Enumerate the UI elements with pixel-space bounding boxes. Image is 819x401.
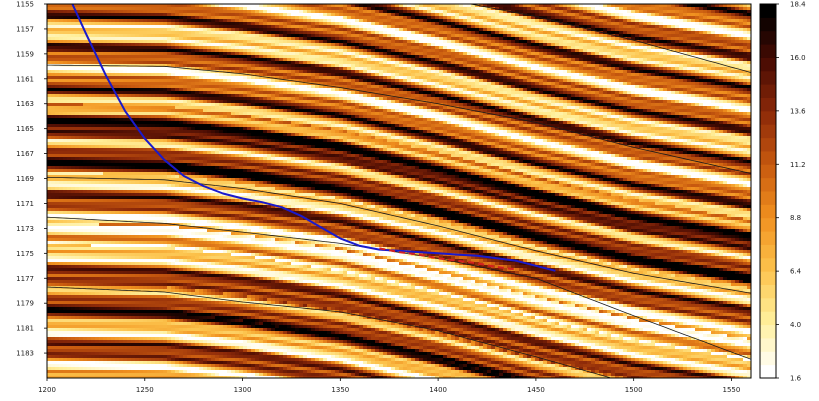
heatmap-area — [47, 4, 751, 378]
colorbar-segment — [760, 217, 776, 232]
series-lines — [71, 4, 556, 272]
solid-series-line — [71, 4, 556, 272]
colorbar-segment — [760, 257, 776, 272]
colorbar-segment — [760, 351, 776, 366]
colorbar-segment — [760, 150, 776, 165]
y-tick-label: 1183 — [16, 350, 34, 358]
colorbar-segment — [760, 70, 776, 85]
colorbar-tick-label: 11.2 — [790, 161, 806, 169]
y-tick-label: 1181 — [16, 325, 34, 333]
layer-boundary-line-3 — [47, 216, 751, 360]
x-tick-label: 1350 — [331, 386, 349, 394]
colorbar-segment — [760, 17, 776, 32]
colorbar-segment — [760, 271, 776, 285]
layer-boundary-line-2 — [47, 176, 751, 294]
y-tick-label: 1169 — [16, 175, 34, 183]
colorbar-segment — [760, 297, 776, 312]
colorbar-segment — [760, 177, 776, 192]
colorbar-segment — [760, 364, 776, 379]
colorbar-tick-label: 18.4 — [790, 1, 806, 9]
colorbar-segment — [760, 164, 776, 179]
colorbar-segment — [760, 110, 776, 125]
x-tick-label: 1250 — [136, 386, 154, 394]
layer-boundary-line-1 — [47, 64, 751, 174]
colorbar-segment — [760, 137, 776, 152]
colorbar-segment — [760, 337, 776, 352]
y-tick-label: 1165 — [16, 125, 34, 133]
layer-boundary-line-5 — [468, 4, 751, 73]
colorbar-tick-label: 1.6 — [790, 375, 802, 383]
y-tick-label: 1161 — [16, 75, 34, 83]
colorbar-segment — [760, 284, 776, 299]
x-tick-label: 1200 — [38, 386, 56, 394]
y-tick-label: 1163 — [16, 100, 34, 108]
axes: 1200 1250 1300 1350 1400 1450 1500 1550 1155 1157… — [16, 1, 740, 395]
colorbar-frame — [759, 3, 777, 379]
colorbar-tick-label: 8.8 — [790, 214, 801, 222]
layer-boundary-line-4 — [47, 286, 613, 378]
colorbar-segment — [760, 191, 776, 205]
colorbar-segment — [760, 231, 776, 245]
colorbar-tick-label: 13.6 — [790, 107, 806, 115]
colorbar-segment — [760, 324, 776, 339]
colorbar-segment — [760, 97, 776, 112]
colorbar-segment — [760, 30, 776, 45]
y-tick-label: 1175 — [16, 250, 34, 258]
y-tick-label: 1167 — [16, 150, 34, 158]
colorbar-tick-label: 16.0 — [790, 54, 806, 62]
y-tick-label: 1179 — [16, 300, 34, 308]
colorbar: 1.6 4.0 6.4 8.8 11.2 13.6 16.0 18.4 — [759, 1, 806, 383]
colorbar-segment — [760, 84, 776, 98]
x-tick-label: 1500 — [625, 386, 643, 394]
y-tick-label: 1159 — [16, 50, 34, 58]
y-tick-label: 1155 — [16, 1, 34, 9]
colorbar-tick-label: 4.0 — [790, 321, 801, 329]
colorbar-segment — [760, 244, 776, 259]
y-tick-label: 1157 — [16, 25, 34, 33]
y-tick-label: 1177 — [16, 275, 34, 283]
y-tick-label: 1171 — [16, 200, 34, 208]
colorbar-tick-label: 6.4 — [790, 268, 802, 276]
plot-frame — [46, 3, 752, 379]
colorbar-segment — [760, 311, 776, 326]
x-tick-label: 1550 — [723, 386, 741, 394]
colorbar-segment — [760, 204, 776, 219]
x-tick-label: 1400 — [429, 386, 447, 394]
colorbar-segment — [760, 124, 776, 139]
layer-boundary-lines — [47, 4, 751, 378]
x-tick-label: 1300 — [234, 386, 252, 394]
colorbar-segment — [760, 4, 776, 18]
colorbar-segment — [760, 57, 776, 72]
dashed-series-line — [379, 247, 517, 271]
colorbar-segment — [760, 44, 776, 58]
y-tick-label: 1173 — [16, 225, 34, 233]
x-tick-label: 1450 — [527, 386, 545, 394]
